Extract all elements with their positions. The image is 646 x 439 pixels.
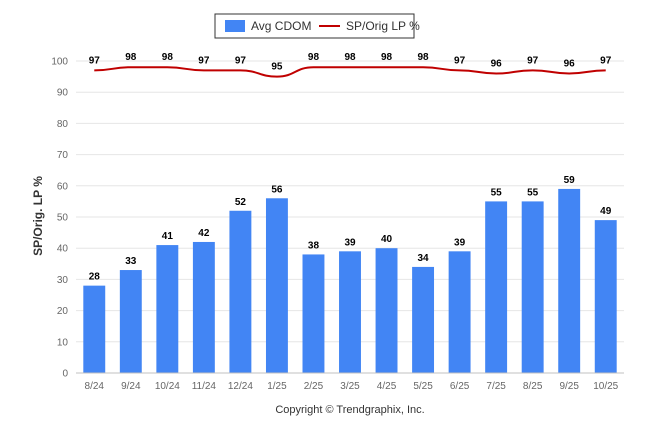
bar-value-label: 56 xyxy=(271,184,283,195)
x-tick-label: 12/24 xyxy=(228,381,253,392)
line-value-label: 97 xyxy=(89,55,101,66)
legend-label-line: SP/Orig LP % xyxy=(346,19,420,33)
legend: Avg CDOM SP/Orig LP % xyxy=(214,13,420,39)
legend-box xyxy=(214,13,415,39)
bar-value-label: 41 xyxy=(162,231,174,242)
y-tick-label: 70 xyxy=(57,150,69,161)
y-axis-ticks: 0 10 20 30 40 50 60 70 80 90 100 xyxy=(51,57,68,380)
line-value-label: 98 xyxy=(308,52,320,63)
y-axis-title: SP/Orig. LP % xyxy=(31,176,45,256)
bar xyxy=(229,210,252,373)
bar-value-label: 42 xyxy=(198,228,210,239)
line-path xyxy=(94,66,606,78)
bar-value-label: 40 xyxy=(381,234,393,245)
bar-value-label: 59 xyxy=(564,175,576,186)
bar-value-label: 33 xyxy=(125,256,137,267)
legend-swatch-bar xyxy=(225,20,245,32)
x-tick-label: 4/25 xyxy=(377,381,397,392)
x-tick-label: 7/25 xyxy=(486,381,506,392)
bar xyxy=(521,201,544,373)
x-tick-label: 6/25 xyxy=(450,381,470,392)
bar xyxy=(119,270,142,373)
bar xyxy=(558,188,581,373)
bar-value-label: 52 xyxy=(235,197,247,208)
line-series xyxy=(94,66,606,78)
y-tick-label: 20 xyxy=(57,306,69,317)
copyright-text: Copyright © Trendgraphix, Inc. xyxy=(275,404,424,416)
bar xyxy=(339,251,361,373)
x-tick-label: 10/25 xyxy=(593,381,618,392)
y-tick-label: 80 xyxy=(57,119,69,130)
line-value-label: 97 xyxy=(235,55,247,66)
x-tick-label: 8/25 xyxy=(523,381,543,392)
bar xyxy=(265,198,288,373)
bar xyxy=(192,241,215,373)
x-tick-label: 10/24 xyxy=(155,381,180,392)
line-value-label: 96 xyxy=(564,58,576,69)
y-tick-label: 10 xyxy=(57,337,69,348)
bar-value-label: 38 xyxy=(308,240,320,251)
bar xyxy=(594,220,617,373)
line-value-label: 97 xyxy=(454,55,466,66)
bar-value-label: 34 xyxy=(418,253,430,264)
line-value-label: 95 xyxy=(271,62,283,73)
x-tick-label: 1/25 xyxy=(267,381,287,392)
line-value-label: 97 xyxy=(198,55,210,66)
bar xyxy=(485,201,508,373)
y-tick-label: 60 xyxy=(57,181,69,192)
line-value-label: 98 xyxy=(344,52,356,63)
bar xyxy=(448,251,471,373)
y-tick-label: 50 xyxy=(57,213,69,224)
x-tick-label: 11/24 xyxy=(192,381,217,392)
bar-value-label: 49 xyxy=(600,206,612,217)
line-value-label: 98 xyxy=(381,52,393,63)
bar xyxy=(302,254,325,373)
bar-value-label: 28 xyxy=(89,272,101,283)
y-tick-label: 100 xyxy=(51,57,68,68)
x-tick-label: 9/25 xyxy=(559,381,579,392)
x-tick-label: 2/25 xyxy=(304,381,324,392)
line-value-label: 98 xyxy=(125,52,137,63)
line-data-labels: 97 98 98 97 97 95 98 98 98 98 97 96 97 96 97 xyxy=(89,52,612,72)
bar xyxy=(375,248,398,373)
legend-label-bar: Avg CDOM xyxy=(251,19,311,33)
line-value-label: 97 xyxy=(527,55,539,66)
y-tick-label: 30 xyxy=(57,275,69,286)
x-tick-label: 9/24 xyxy=(121,381,141,392)
y-tick-label: 0 xyxy=(62,369,68,380)
x-axis-ticks: 8/24 9/24 10/24 11/24 12/24 1/25 2/25 3/25 4/25 5… xyxy=(85,381,619,392)
x-tick-label: 3/25 xyxy=(340,381,360,392)
line-value-label: 96 xyxy=(491,58,503,69)
line-value-label: 98 xyxy=(418,52,430,63)
y-tick-label: 90 xyxy=(57,88,69,99)
line-value-label: 98 xyxy=(162,52,174,63)
bar-value-label: 55 xyxy=(491,187,503,198)
bar-value-label: 55 xyxy=(527,187,539,198)
bar xyxy=(412,266,435,373)
bar xyxy=(156,245,179,373)
y-tick-label: 40 xyxy=(57,244,69,255)
x-tick-label: 5/25 xyxy=(413,381,433,392)
x-tick-label: 8/24 xyxy=(85,381,105,392)
bar-data-labels: 28 33 41 42 52 56 38 39 40 34 39 55 55 59 49 xyxy=(89,175,612,283)
bar xyxy=(83,285,106,373)
bar-value-label: 39 xyxy=(344,237,356,248)
line-value-label: 97 xyxy=(600,55,612,66)
bar-series xyxy=(83,188,617,373)
bar-value-label: 39 xyxy=(454,237,466,248)
